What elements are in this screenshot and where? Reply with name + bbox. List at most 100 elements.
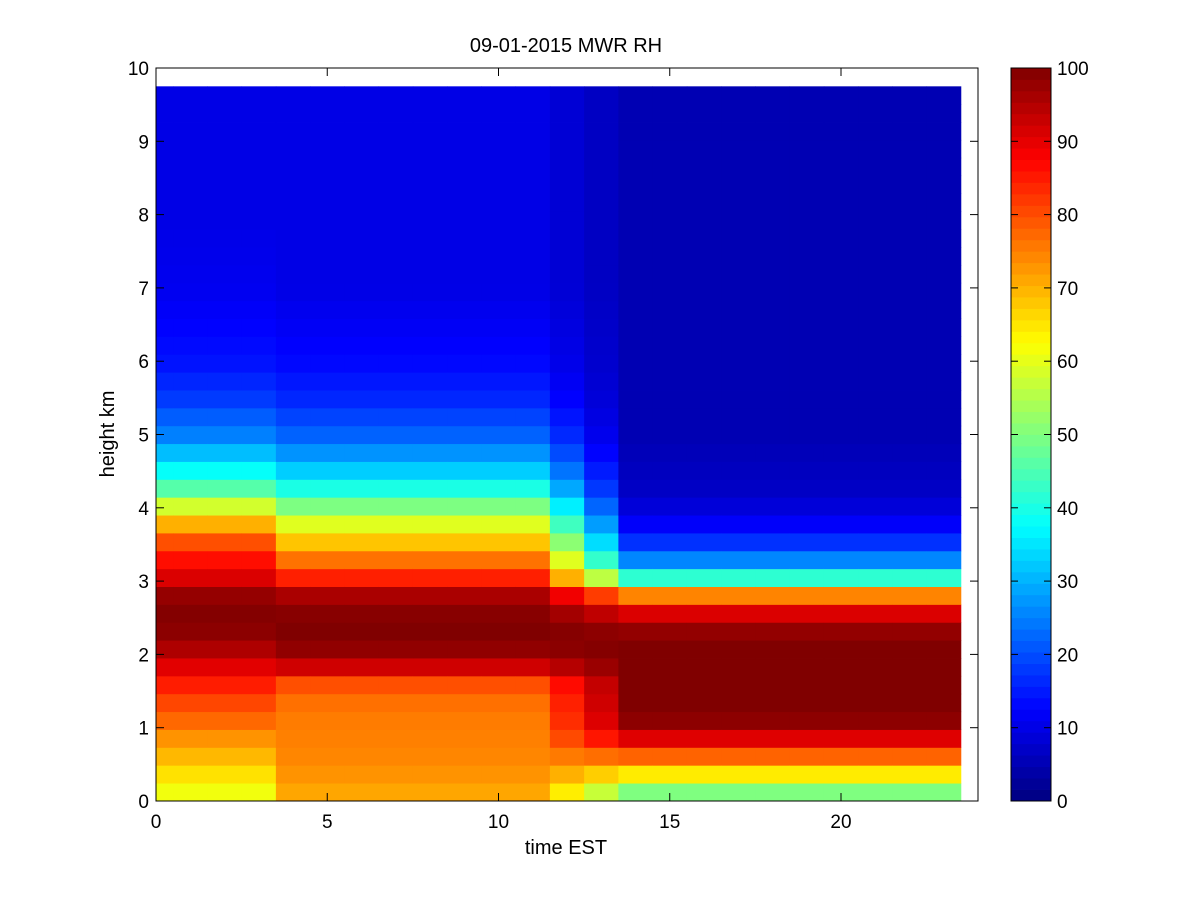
colorbar-swatch <box>1011 629 1051 642</box>
heatmap-cell <box>823 765 859 784</box>
heatmap-cell <box>789 765 825 784</box>
heatmap-cell <box>549 157 585 177</box>
heatmap-cell <box>823 193 859 212</box>
heatmap-cell <box>823 747 859 766</box>
heatmap-cell <box>892 533 928 552</box>
heatmap-cell <box>412 443 448 462</box>
heatmap-cell <box>858 443 893 462</box>
colorbar-swatch <box>1011 365 1051 378</box>
heatmap-cell <box>892 318 928 337</box>
colorbar-swatch <box>1011 663 1051 676</box>
heatmap-cell <box>652 336 688 355</box>
heatmap-cell <box>892 497 928 516</box>
heatmap-cell <box>755 425 791 445</box>
heatmap-cell <box>892 157 928 177</box>
heatmap-cell <box>652 711 688 730</box>
heatmap-cell <box>310 693 345 713</box>
heatmap-cell <box>207 247 243 266</box>
heatmap-cell <box>207 175 243 194</box>
heatmap-cell <box>173 336 208 355</box>
heatmap-cell <box>549 783 585 802</box>
heatmap-cell <box>481 568 517 587</box>
heatmap-cell <box>481 443 517 462</box>
heatmap-cell <box>549 86 585 105</box>
heatmap-cell <box>481 479 517 498</box>
colorbar-swatch <box>1011 514 1051 527</box>
heatmap-cell <box>310 586 345 605</box>
heatmap-cell <box>652 497 688 516</box>
heatmap-cell <box>926 104 962 123</box>
heatmap-cell <box>207 550 243 570</box>
heatmap-cell <box>310 604 345 623</box>
heatmap-cell <box>344 479 380 498</box>
heatmap-cell <box>686 497 722 516</box>
heatmap-cell <box>549 211 585 230</box>
heatmap-cell <box>755 497 791 516</box>
heatmap-cell <box>241 604 277 623</box>
heatmap-cell <box>310 282 345 302</box>
heatmap-cell <box>412 139 448 159</box>
heatmap-cell <box>721 747 756 766</box>
heatmap-cell <box>584 783 619 802</box>
heatmap-cell <box>823 693 859 713</box>
heatmap-cell <box>686 336 722 355</box>
heatmap-cell <box>310 372 345 391</box>
heatmap-cell <box>686 157 722 177</box>
heatmap-cell <box>652 407 688 427</box>
heatmap-cell <box>481 407 517 427</box>
heatmap-cell <box>481 693 517 713</box>
heatmap-cell <box>207 783 243 802</box>
heatmap-cell <box>173 104 208 123</box>
heatmap-cell <box>721 139 756 159</box>
heatmap-cell <box>481 157 517 177</box>
heatmap-cell <box>275 104 311 123</box>
heatmap-cell <box>412 497 448 516</box>
heatmap-cell <box>275 425 311 445</box>
heatmap-cell <box>618 86 654 105</box>
heatmap-cell <box>275 693 311 713</box>
heatmap-cell <box>755 354 791 373</box>
heatmap-cell <box>310 443 345 462</box>
heatmap-cell <box>310 568 345 587</box>
heatmap-cell <box>207 372 243 391</box>
heatmap-cell <box>584 407 619 427</box>
heatmap-cell <box>652 122 688 141</box>
heatmap-cell <box>652 693 688 713</box>
heatmap-cell <box>156 443 174 462</box>
heatmap-cell <box>412 247 448 266</box>
heatmap-cell <box>686 515 722 534</box>
heatmap-cell <box>207 390 243 409</box>
heatmap-cell <box>789 193 825 212</box>
heatmap-cell <box>378 550 414 570</box>
heatmap-cell <box>892 479 928 498</box>
heatmap-cell <box>549 497 585 516</box>
heatmap-cell <box>173 550 208 570</box>
heatmap-cell <box>823 443 859 462</box>
heatmap-cell <box>926 175 962 194</box>
heatmap-cell <box>515 729 551 748</box>
heatmap-cell <box>823 318 859 337</box>
heatmap-cell <box>652 354 688 373</box>
heatmap-cell <box>207 640 243 659</box>
heatmap-cell <box>686 711 722 730</box>
heatmap-cell <box>156 604 174 623</box>
heatmap-cell <box>618 300 654 319</box>
heatmap-cell <box>823 586 859 605</box>
heatmap-cell <box>156 747 174 766</box>
heatmap-cell <box>789 157 825 177</box>
colorbar-swatch <box>1011 606 1051 619</box>
heatmap-cell <box>789 550 825 570</box>
heatmap-cell <box>584 604 619 623</box>
heatmap-cell <box>686 461 722 480</box>
heatmap-cell <box>310 193 345 212</box>
heatmap-cell <box>378 479 414 498</box>
heatmap-cell <box>515 765 551 784</box>
colorbar-tick-label: 100 <box>1057 59 1089 80</box>
heatmap-cell <box>275 640 311 659</box>
heatmap-cell <box>310 747 345 766</box>
heatmap-cell <box>156 533 174 552</box>
colorbar-swatch <box>1011 743 1051 756</box>
heatmap-cell <box>823 550 859 570</box>
heatmap-cell <box>344 122 380 141</box>
heatmap-cell <box>412 604 448 623</box>
